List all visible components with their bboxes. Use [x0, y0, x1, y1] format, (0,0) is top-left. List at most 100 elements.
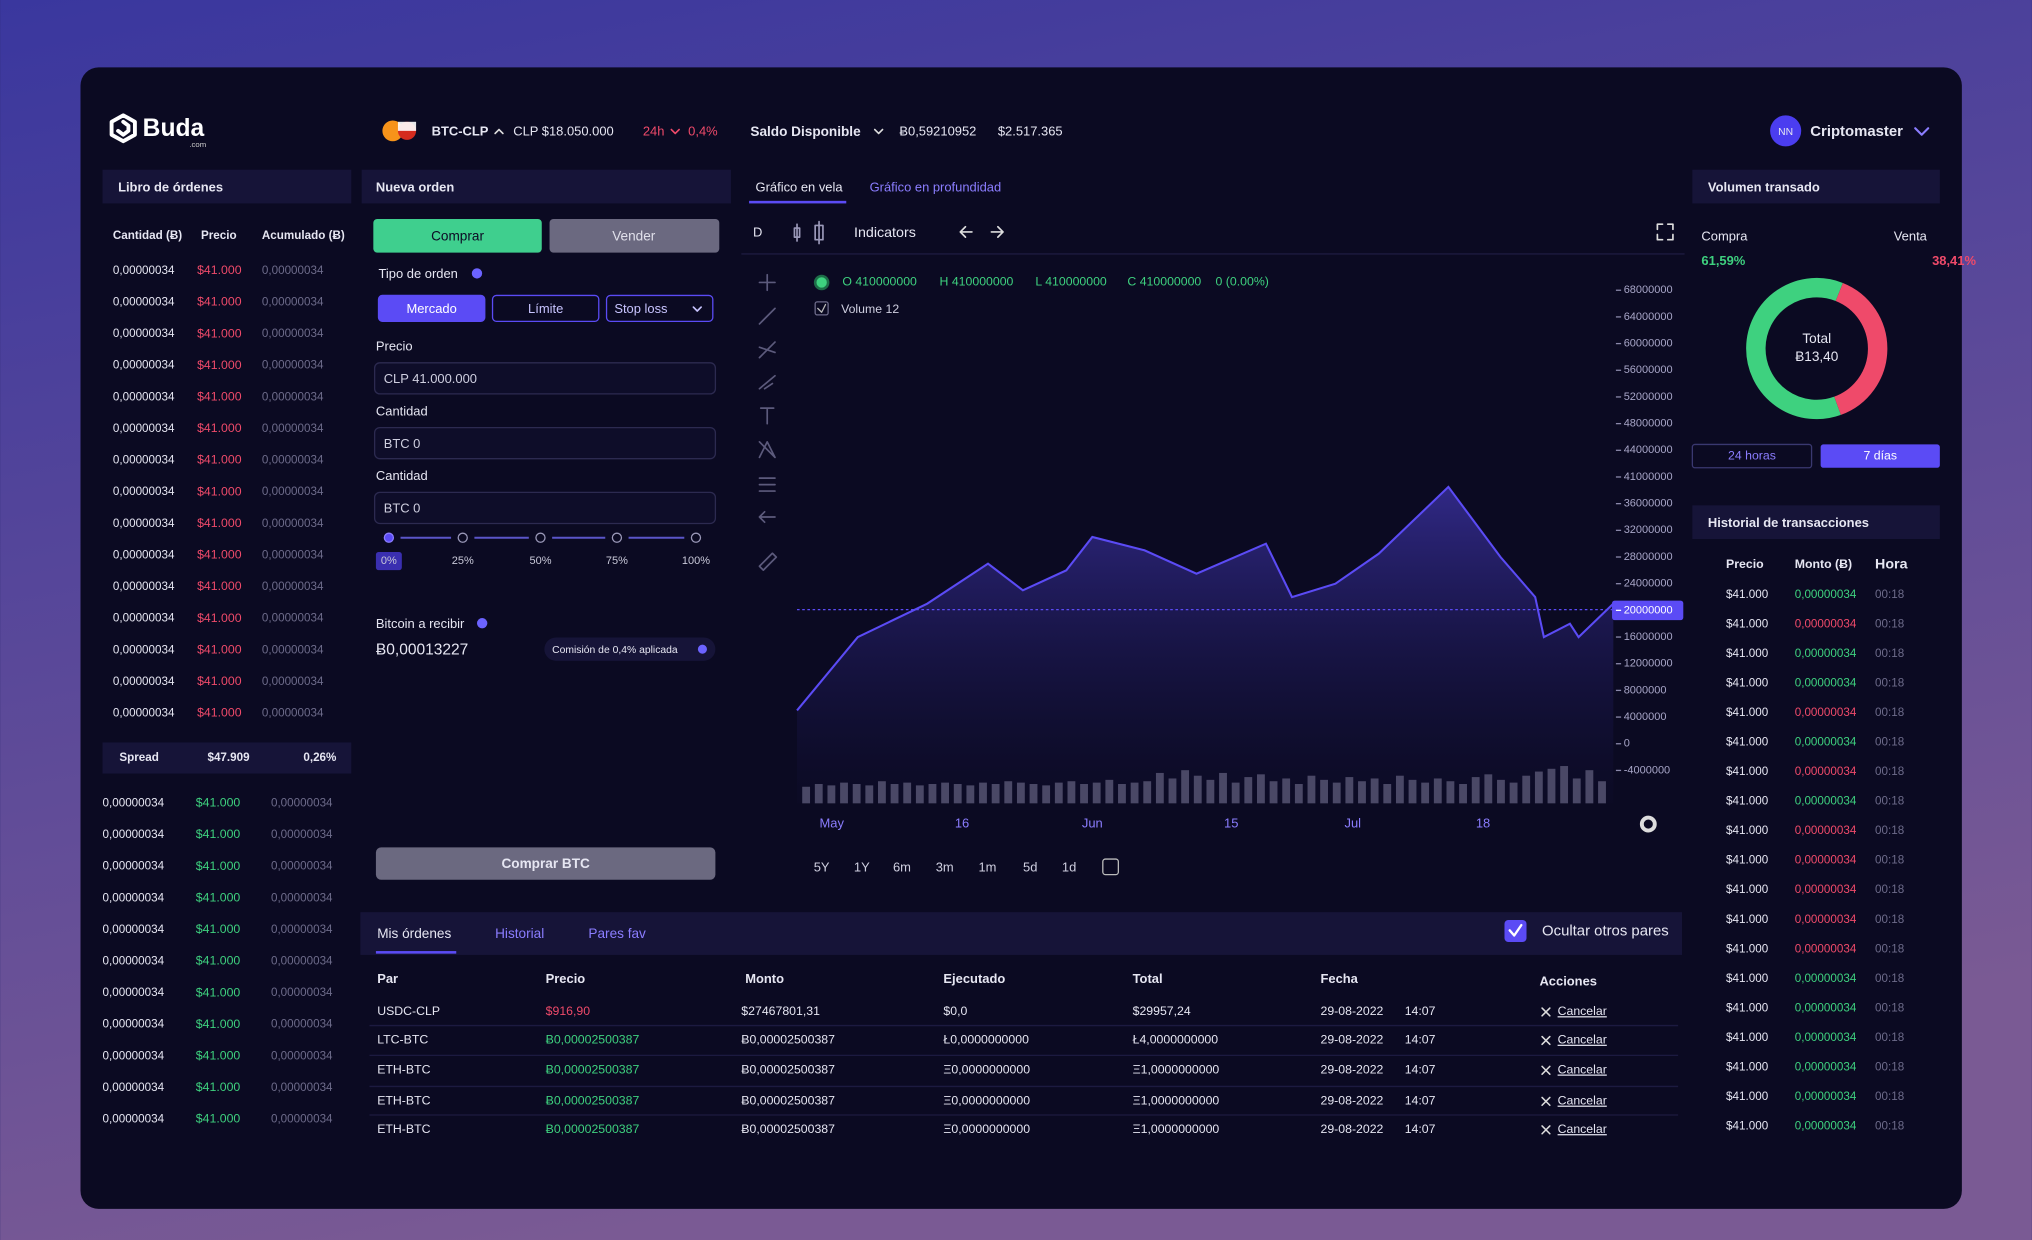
ohlc-value: C 410000000 [1127, 275, 1201, 289]
orders-tab[interactable]: Mis órdenes [377, 926, 451, 941]
bid-price: $41.000 [196, 1112, 241, 1126]
pair: BTC-CLP [432, 124, 489, 139]
bid-total: 0,00000034 [271, 954, 333, 967]
chart-tab[interactable]: Gráfico en profundidad [870, 179, 1002, 194]
cancel-link[interactable]: Cancelar [1558, 1094, 1607, 1108]
field-label: Precio [376, 339, 413, 354]
y-tick-label: 24000000 [1624, 578, 1673, 590]
input[interactable] [373, 362, 717, 395]
logo-sub: .com [189, 140, 206, 149]
indicators[interactable]: Indicators [854, 225, 916, 241]
bid-price: $41.000 [196, 796, 241, 810]
range-button[interactable]: 1m [979, 860, 997, 875]
info-icon [476, 618, 488, 629]
ask-price: $41.000 [197, 642, 242, 656]
submit-button[interactable] [375, 847, 716, 880]
buy-tab[interactable] [373, 218, 542, 253]
range-button[interactable]: 6m [893, 860, 911, 875]
order-cell: $0,0 [943, 1004, 967, 1018]
tx-time: 00:18 [1875, 942, 1904, 955]
y-tick-label: 36000000 [1624, 498, 1673, 510]
order-type-button[interactable] [491, 294, 600, 322]
tx-amount: 0,00000034 [1795, 1001, 1857, 1014]
avatar-initials: NN [1778, 127, 1793, 138]
candle-icon [814, 220, 824, 245]
period-button[interactable] [1691, 443, 1813, 469]
sell-tab-label: Vender [612, 229, 656, 244]
cancel-link[interactable]: Cancelar [1558, 1033, 1607, 1047]
volume-bar [966, 785, 975, 804]
tx-amount: 0,00000034 [1795, 942, 1857, 955]
ask-price: $41.000 [197, 611, 242, 625]
volume-bar [1522, 775, 1531, 804]
sell-tab[interactable] [549, 218, 720, 253]
range-button[interactable]: 3m [936, 860, 954, 875]
chevron [1914, 127, 1930, 136]
fee-label: Comisión de 0,4% aplicada [552, 645, 678, 656]
user-name[interactable]: Criptomaster [1810, 124, 1903, 140]
order-cell: 29-08-2022 [1320, 1004, 1383, 1018]
bid-price: $41.000 [196, 827, 241, 841]
check [1508, 923, 1523, 937]
ask-total: 0,00000034 [262, 327, 324, 340]
ask-amount: 0,00000034 [113, 643, 175, 656]
bid-amount: 0,00000034 [103, 986, 165, 999]
interval[interactable]: D [753, 225, 762, 240]
tx-time: 00:18 [1875, 824, 1904, 837]
status-dot [813, 274, 830, 291]
ask-total: 0,00000034 [262, 643, 324, 656]
ask-total: 0,00000034 [262, 612, 324, 625]
volume-bar [1433, 778, 1442, 804]
cancel-link[interactable]: Cancelar [1558, 1004, 1607, 1018]
input[interactable] [373, 491, 717, 525]
cancel-icon [1541, 1007, 1551, 1017]
checkbox[interactable] [1504, 919, 1527, 942]
donut-segment [1746, 277, 1843, 420]
tx-price: $41.000 [1726, 765, 1769, 778]
ask-amount: 0,00000034 [113, 390, 175, 403]
volume-bar [1484, 774, 1493, 804]
balance-label[interactable]: Saldo Disponible [750, 124, 861, 139]
volume-bar [1370, 778, 1379, 804]
order-cell: Ξ1,0000000000 [1133, 1122, 1220, 1136]
range-button[interactable]: 5d [1023, 860, 1037, 875]
order-type-button[interactable] [377, 294, 486, 322]
ask-amount: 0,00000034 [113, 517, 175, 530]
volume-bar [1332, 782, 1341, 804]
period-button[interactable] [1820, 444, 1940, 468]
orders-tab[interactable]: Pares fav [588, 926, 646, 941]
tx-time: 00:18 [1875, 913, 1904, 926]
chart-tab[interactable]: Gráfico en vela [756, 179, 844, 194]
order-type-button[interactable] [605, 294, 714, 322]
order-type-label: Stop loss [614, 301, 667, 316]
volume-bar [814, 783, 823, 804]
ask-total: 0,00000034 [262, 359, 324, 372]
cancel-link[interactable]: Cancelar [1558, 1122, 1607, 1136]
column-header: Ejecutado [943, 971, 1005, 986]
range-button[interactable]: 1Y [854, 860, 870, 875]
tx-price: $41.000 [1726, 854, 1769, 867]
bid-price: $41.000 [196, 985, 241, 999]
cancel-link[interactable]: Cancelar [1558, 1063, 1607, 1077]
volume-bar [991, 783, 1000, 804]
tx-price: $41.000 [1726, 1120, 1769, 1133]
range-button[interactable]: 1d [1062, 860, 1076, 875]
column-header: Precio [1726, 557, 1764, 571]
input[interactable] [373, 426, 717, 460]
order-cell: 14:07 [1405, 1033, 1436, 1047]
volume-bar [1497, 779, 1505, 804]
orders-tab[interactable]: Historial [495, 926, 544, 941]
sell-label: Venta [1894, 229, 1928, 244]
volume-bar [1004, 781, 1013, 804]
ask-amount: 0,00000034 [113, 675, 175, 688]
balance-btc: Ƀ0,59210952 [899, 124, 976, 139]
volume-label: Volume 12 [841, 302, 899, 316]
volume-bar [878, 781, 886, 804]
slider-label: 50% [529, 555, 551, 567]
order-cell: $916,90 [546, 1004, 591, 1018]
ask-price: $41.000 [197, 453, 242, 467]
x-tick-label: May [820, 815, 845, 830]
ask-amount: 0,00000034 [113, 612, 175, 625]
range-button[interactable]: 5Y [814, 860, 830, 875]
checkbox[interactable] [814, 301, 829, 316]
